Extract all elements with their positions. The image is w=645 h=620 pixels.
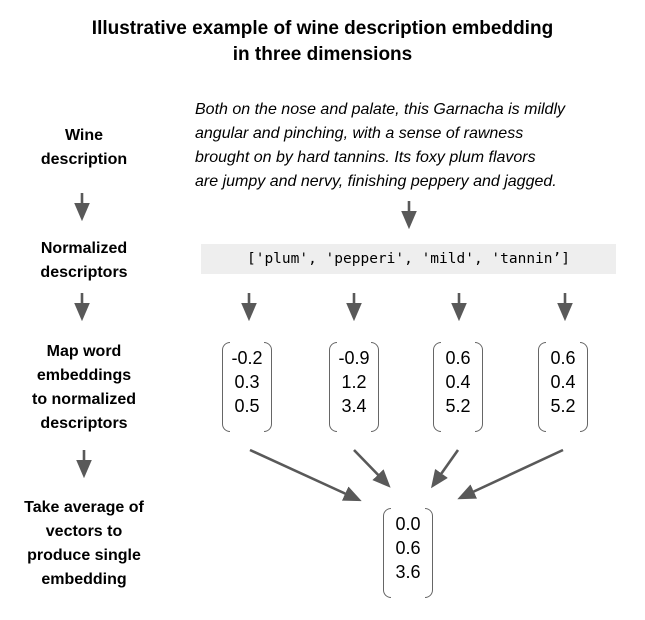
step-label-line: vectors to bbox=[45, 523, 123, 540]
step-label-line: produce single bbox=[27, 547, 141, 564]
diagram-title: Illustrative example of wine description… bbox=[0, 16, 645, 68]
vector-value: 0.4 bbox=[445, 372, 471, 392]
vector-value: 0.6 bbox=[550, 348, 576, 368]
vector-plum: -0.2 0.3 0.5 bbox=[222, 342, 272, 432]
vector-value: 1.2 bbox=[341, 372, 367, 392]
vector-pepperi: -0.9 1.2 3.4 bbox=[329, 342, 379, 432]
vector-value: 0.0 bbox=[395, 514, 421, 534]
step-label-line: description bbox=[40, 151, 128, 168]
vector-value: -0.2 bbox=[231, 348, 263, 368]
description-line: angular and pinching, with a sense of ra… bbox=[195, 125, 524, 142]
vector-value: 5.2 bbox=[445, 396, 471, 416]
vector-value: 5.2 bbox=[550, 396, 576, 416]
normalized-descriptors-list: ['plum', 'pepperi', 'mild', 'tannin’] bbox=[201, 244, 616, 274]
step-map-embeddings: Map word embeddings to normalized descri… bbox=[4, 340, 164, 436]
vector-value: 0.5 bbox=[234, 396, 260, 416]
step-label-line: Normalized bbox=[40, 240, 128, 257]
description-line: are jumpy and nervy, finishing peppery a… bbox=[195, 173, 557, 190]
vector-value: 0.4 bbox=[550, 372, 576, 392]
step-wine-description: Wine description bbox=[4, 124, 164, 172]
diagonal-arrow-icon bbox=[249, 448, 362, 502]
title-line-2: in three dimensions bbox=[232, 44, 413, 65]
step-label-line: Map word bbox=[46, 343, 122, 360]
average-embedding-vector: 0.0 0.6 3.6 bbox=[383, 508, 433, 598]
vector-tannin: 0.6 0.4 5.2 bbox=[538, 342, 588, 432]
wine-description-text: Both on the nose and palate, this Garnac… bbox=[195, 98, 635, 194]
diagonal-arrow-icon bbox=[431, 449, 460, 489]
step-label-line: embedding bbox=[41, 571, 127, 588]
vector-value: -0.9 bbox=[338, 348, 370, 368]
step-average-vectors: Take average of vectors to produce singl… bbox=[4, 496, 164, 592]
step-normalized-descriptors: Normalized descriptors bbox=[4, 237, 164, 285]
diagonal-arrow-icon bbox=[457, 448, 564, 500]
step-label-line: Wine bbox=[64, 127, 104, 144]
vector-value: 0.3 bbox=[234, 372, 260, 392]
step-label-line: Take average of bbox=[24, 499, 144, 516]
description-line: Both on the nose and palate, this Garnac… bbox=[195, 101, 565, 118]
vector-value: 3.4 bbox=[341, 396, 367, 416]
step-label-line: descriptors bbox=[40, 264, 128, 281]
title-line-1: Illustrative example of wine description… bbox=[91, 18, 554, 39]
step-label-line: to normalized bbox=[31, 391, 136, 408]
diagonal-arrow-icon bbox=[353, 449, 391, 488]
step-label-line: embeddings bbox=[36, 367, 132, 384]
step-label-line: descriptors bbox=[40, 415, 128, 432]
description-line: brought on by hard tannins. Its foxy plu… bbox=[195, 149, 536, 166]
vector-mild: 0.6 0.4 5.2 bbox=[433, 342, 483, 432]
vector-value: 0.6 bbox=[395, 538, 421, 558]
vector-value: 3.6 bbox=[395, 562, 421, 582]
vector-value: 0.6 bbox=[445, 348, 471, 368]
